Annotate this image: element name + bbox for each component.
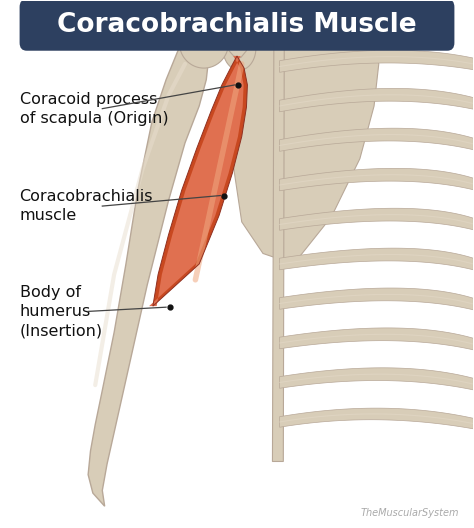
Polygon shape <box>280 50 474 72</box>
Polygon shape <box>280 128 474 152</box>
FancyBboxPatch shape <box>19 0 455 51</box>
Polygon shape <box>280 88 474 112</box>
Text: Coracobrachialis
muscle: Coracobrachialis muscle <box>19 189 153 223</box>
Polygon shape <box>232 14 379 264</box>
Polygon shape <box>273 43 284 461</box>
Polygon shape <box>280 368 474 390</box>
Polygon shape <box>280 208 474 230</box>
Polygon shape <box>280 248 474 270</box>
Polygon shape <box>149 56 244 306</box>
Text: TheMuscularSystem: TheMuscularSystem <box>361 508 459 518</box>
Polygon shape <box>228 30 246 58</box>
Polygon shape <box>223 26 256 70</box>
Polygon shape <box>280 288 474 310</box>
Polygon shape <box>138 21 329 43</box>
Text: Body of
humerus
(Insertion): Body of humerus (Insertion) <box>19 285 103 338</box>
Polygon shape <box>232 11 284 35</box>
Polygon shape <box>179 17 228 68</box>
Text: Coracobrachialis Muscle: Coracobrachialis Muscle <box>57 12 417 38</box>
Text: Coracoid process
of scapula (Origin): Coracoid process of scapula (Origin) <box>19 91 168 126</box>
Polygon shape <box>280 408 474 429</box>
Polygon shape <box>280 328 474 350</box>
Polygon shape <box>88 35 209 506</box>
Polygon shape <box>280 168 474 191</box>
Polygon shape <box>153 56 247 306</box>
